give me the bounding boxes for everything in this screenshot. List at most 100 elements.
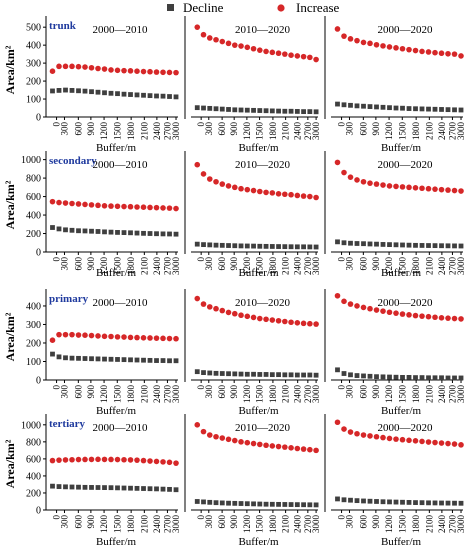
y-tick-label: 600 — [26, 454, 41, 465]
x-tick-label: 900 — [371, 257, 381, 271]
increase-point — [153, 69, 160, 75]
x-tick-label: 3000 — [456, 122, 466, 141]
increase-point — [373, 181, 380, 187]
decline-point — [301, 244, 306, 250]
x-tick-label: 2400 — [437, 122, 447, 141]
decline-point — [56, 354, 62, 360]
x-tick-label: 3000 — [456, 515, 466, 534]
increase-point — [127, 457, 134, 463]
decline-point — [244, 501, 250, 507]
y-tick-label: 800 — [26, 437, 41, 448]
increase-point — [82, 332, 88, 339]
decline-point — [413, 500, 418, 505]
decline-point — [276, 501, 281, 507]
decline-point — [257, 243, 263, 249]
x-tick-label: 2700 — [162, 122, 172, 141]
x-tick-label: 2400 — [437, 385, 447, 404]
decline-point — [244, 243, 250, 249]
increase-point — [121, 456, 127, 463]
y-axis-label: Area/km² — [3, 45, 17, 94]
decline-point — [361, 241, 366, 247]
increase-point — [399, 184, 406, 190]
decline-point — [251, 107, 256, 113]
increase-point — [313, 321, 319, 327]
decline-point — [238, 371, 244, 377]
y-axis-label: Area/km² — [3, 312, 17, 361]
increase-point — [69, 331, 75, 338]
panel-title: 2010—2020 — [235, 159, 291, 171]
increase-point — [341, 169, 347, 176]
increase-point — [238, 439, 244, 445]
decline-point — [432, 500, 438, 506]
decline-point — [406, 242, 412, 248]
x-tick-label: 2400 — [293, 385, 303, 404]
increase-point — [200, 31, 207, 38]
increase-point — [173, 69, 179, 76]
increase-point — [334, 419, 341, 426]
increase-point — [56, 63, 62, 70]
decline-point — [452, 107, 457, 113]
increase-point — [445, 440, 451, 447]
decline-point — [102, 485, 107, 490]
decline-point — [167, 358, 172, 364]
decline-point — [282, 372, 288, 378]
decline-point — [76, 355, 81, 361]
x-axis-label: Buffer/m — [96, 405, 137, 417]
decline-point — [426, 243, 431, 248]
decline-point — [282, 244, 288, 250]
decline-point — [251, 501, 256, 507]
increase-point — [95, 333, 101, 339]
decline-point — [69, 88, 75, 93]
decline-point — [313, 372, 319, 378]
decline-point — [207, 242, 213, 248]
increase-point — [82, 64, 88, 70]
increase-point — [380, 182, 386, 188]
x-tick-label: 2700 — [447, 122, 457, 141]
increase-point — [451, 441, 458, 447]
decline-point — [354, 498, 360, 504]
decline-point — [213, 500, 219, 506]
decline-point — [354, 241, 360, 246]
decline-point — [154, 93, 159, 99]
decline-point — [413, 106, 418, 112]
x-tick-label: 1500 — [255, 385, 265, 404]
decline-point — [380, 104, 386, 110]
increase-point — [206, 304, 213, 310]
increase-point — [225, 183, 232, 189]
decline-point — [134, 485, 140, 491]
increase-point — [282, 191, 288, 198]
increase-point — [153, 335, 160, 341]
decline-point — [406, 500, 412, 505]
panel-title: 2000—2020 — [378, 422, 434, 434]
x-tick-label: 3000 — [311, 385, 321, 404]
increase-point — [445, 315, 451, 321]
panel-title: 2000—2010 — [93, 24, 149, 36]
decline-point — [257, 108, 263, 113]
x-tick-label: 2100 — [424, 515, 434, 534]
decline-point — [269, 372, 275, 378]
x-tick-label: 1800 — [126, 515, 136, 534]
increase-point — [399, 436, 406, 443]
decline-point — [69, 227, 75, 233]
x-tick-label: 3000 — [311, 122, 321, 141]
decline-point — [361, 103, 366, 109]
increase-point — [101, 456, 108, 463]
x-tick-label: 0 — [52, 385, 62, 390]
decline-point — [354, 103, 360, 109]
increase-point — [307, 320, 313, 327]
increase-point — [451, 51, 458, 57]
decline-point — [147, 486, 153, 492]
decline-point — [354, 373, 360, 378]
increase-point — [275, 317, 282, 324]
decline-point — [367, 498, 373, 504]
decline-point — [128, 357, 133, 363]
decline-point — [445, 107, 451, 113]
decline-point — [56, 484, 62, 489]
decline-point — [426, 375, 431, 381]
x-tick-label: 2700 — [447, 257, 457, 276]
legend-decline-label: Decline — [183, 0, 224, 15]
